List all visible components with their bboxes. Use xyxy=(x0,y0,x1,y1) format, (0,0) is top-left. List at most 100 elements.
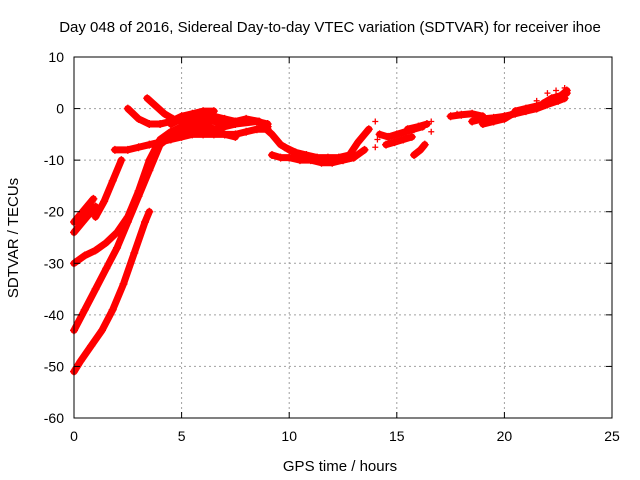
data-point xyxy=(392,130,401,139)
data-point xyxy=(145,207,154,216)
data-point xyxy=(188,120,197,129)
x-tick-label: 10 xyxy=(281,428,297,444)
data-point xyxy=(117,156,126,165)
series-trace xyxy=(70,203,100,236)
data-point xyxy=(199,120,208,129)
series-arc-18 xyxy=(410,140,429,159)
data-point xyxy=(468,109,477,118)
y-tick-label: -10 xyxy=(44,152,64,168)
data-point xyxy=(87,341,96,350)
series-arc-1 xyxy=(70,207,154,376)
series-arc-10 xyxy=(166,109,272,129)
data-point xyxy=(364,125,373,134)
scatter-point xyxy=(561,84,568,91)
data-point xyxy=(252,125,261,134)
data-point xyxy=(108,176,117,185)
data-point xyxy=(102,238,111,247)
data-point xyxy=(108,305,117,314)
data-point xyxy=(323,153,332,162)
data-point xyxy=(500,114,509,123)
data-point xyxy=(113,228,122,237)
data-point xyxy=(143,94,152,103)
data-point xyxy=(209,112,218,121)
data-point xyxy=(468,117,477,126)
data-point xyxy=(489,117,498,126)
data-point xyxy=(160,109,169,118)
data-point xyxy=(375,130,384,139)
scatter-point xyxy=(454,110,461,117)
series-trace xyxy=(382,133,416,149)
data-point xyxy=(354,138,363,147)
series-arc-17 xyxy=(403,120,431,134)
data-point xyxy=(295,156,304,165)
series-arc-16 xyxy=(382,132,416,149)
data-point xyxy=(267,150,276,159)
scatter-point xyxy=(372,118,379,125)
data-point xyxy=(141,218,150,227)
series-trace xyxy=(345,125,373,159)
data-point xyxy=(89,194,98,203)
data-point xyxy=(422,120,431,129)
data-point xyxy=(267,130,276,139)
y-tick-label: -20 xyxy=(44,204,64,220)
data-point xyxy=(390,138,399,147)
series-arc-23 xyxy=(539,89,571,108)
data-point xyxy=(384,132,393,141)
y-tick-label: -50 xyxy=(44,358,64,374)
data-point xyxy=(78,218,87,227)
data-point xyxy=(403,125,412,134)
plot-frame xyxy=(73,56,613,419)
data-point xyxy=(177,132,186,141)
x-tick-label: 5 xyxy=(178,428,186,444)
series-trace xyxy=(92,156,125,221)
chart-title: Day 048 of 2016, Sidereal Day-to-day VTE… xyxy=(59,19,601,36)
data-point xyxy=(145,156,154,165)
data-point xyxy=(102,264,111,273)
x-tick-label: 20 xyxy=(497,428,513,444)
data-point xyxy=(209,125,218,134)
data-point xyxy=(188,112,197,121)
data-point xyxy=(231,132,240,141)
data-point xyxy=(242,127,251,136)
y-axis-label: SDTVAR / TECUs xyxy=(5,178,22,298)
data-point xyxy=(259,122,268,131)
data-point xyxy=(280,143,289,152)
data-point xyxy=(407,132,416,141)
data-point xyxy=(156,138,165,147)
data-point xyxy=(188,130,197,139)
data-point xyxy=(123,104,132,113)
data-point xyxy=(345,150,354,159)
data-point xyxy=(85,199,94,208)
x-axis-label: GPS time / hours xyxy=(283,458,397,475)
series-trace xyxy=(70,195,97,226)
data-point xyxy=(252,117,261,126)
data-point xyxy=(446,112,455,121)
data-point xyxy=(76,357,85,366)
data-point xyxy=(199,109,208,118)
data-point xyxy=(156,120,165,129)
data-point xyxy=(97,326,106,335)
data-point xyxy=(478,120,487,129)
scatter-point xyxy=(428,118,435,125)
y-tick-label: -30 xyxy=(44,255,64,271)
data-point xyxy=(539,99,548,108)
data-point xyxy=(562,89,571,98)
x-tick-label: 15 xyxy=(389,428,405,444)
data-point xyxy=(123,212,132,221)
series-trace xyxy=(143,94,239,141)
scatter-point xyxy=(372,144,379,151)
data-point xyxy=(145,120,154,129)
data-point xyxy=(521,104,530,113)
data-point xyxy=(360,130,369,139)
series-trace xyxy=(70,117,272,334)
series-arc-14 xyxy=(345,125,373,159)
y-tick-label: 10 xyxy=(48,49,64,65)
data-point xyxy=(399,135,408,144)
data-point xyxy=(166,135,175,144)
scatter-point xyxy=(428,128,435,135)
data-point xyxy=(119,279,128,288)
data-point xyxy=(166,127,175,136)
data-point xyxy=(130,248,139,257)
data-point xyxy=(231,117,240,126)
